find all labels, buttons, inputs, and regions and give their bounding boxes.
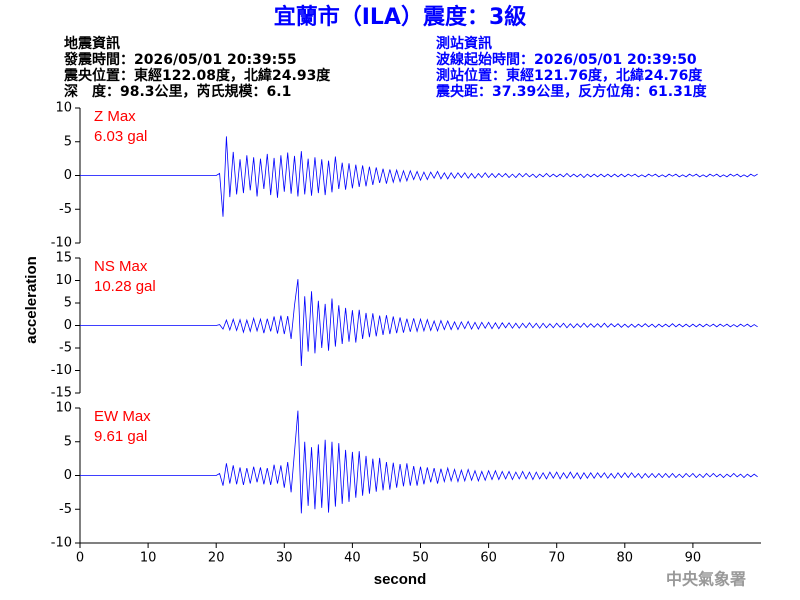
x-tick-label: 0 [76,551,84,566]
y-tick-label: 0 [64,318,72,333]
y-tick-label: -5 [59,502,72,517]
x-axis-label: second [374,571,427,588]
x-tick-label: 90 [685,551,702,566]
x-tick-label: 10 [140,551,157,566]
annotation: 10.28 gal [94,278,156,295]
annotation: 9.61 gal [94,428,147,445]
x-tick-label: 30 [276,551,293,566]
header-right: 測站資訊 [436,35,492,52]
waveform [80,410,758,514]
y-tick-label: -10 [51,236,72,251]
y-tick-label: 0 [64,468,72,483]
header-left: 深 度：98.3公里，芮氏規模：6.1 [64,83,291,100]
header-left: 震央位置：東經122.08度，北緯24.93度 [63,67,331,84]
y-tick-label: 10 [55,101,72,116]
header-right: 波線起始時間：2026/05/01 20:39:50 [436,51,697,68]
annotation: EW Max [94,408,151,425]
x-tick-label: 70 [548,551,565,566]
y-tick-label: -10 [51,536,72,551]
waveform [80,279,758,367]
x-tick-label: 60 [480,551,497,566]
x-tick-label: 50 [412,551,429,566]
x-tick-label: 40 [344,551,361,566]
header-left: 地震資訊 [64,35,120,52]
x-tick-label: 20 [208,551,225,566]
y-tick-label: 5 [64,134,72,149]
title: 宜蘭市（ILA）震度：3級 [274,4,527,30]
y-tick-label: 15 [55,251,72,266]
y-tick-label: -15 [51,386,72,401]
y-tick-label: -5 [59,202,72,217]
y-tick-label: 5 [64,296,72,311]
annotation: 6.03 gal [94,128,147,145]
y-tick-label: -10 [51,363,72,378]
header-right: 測站位置：東經121.76度，北緯24.76度 [436,67,703,84]
header-right: 震央距：37.39公里，反方位角：61.31度 [435,83,708,100]
y-tick-label: 0 [64,168,72,183]
annotation: Z Max [94,108,136,125]
y-axis-label: acceleration [23,256,40,344]
y-tick-label: -5 [59,341,72,356]
footer-mark: 中央氣象署 [666,570,746,589]
waveform [80,136,758,217]
annotation: NS Max [94,258,148,275]
y-tick-label: 5 [64,434,72,449]
y-tick-label: 10 [55,273,72,288]
y-tick-label: 10 [55,401,72,416]
x-tick-label: 80 [617,551,634,566]
header-left: 發震時間：2026/05/01 20:39:55 [63,51,297,68]
